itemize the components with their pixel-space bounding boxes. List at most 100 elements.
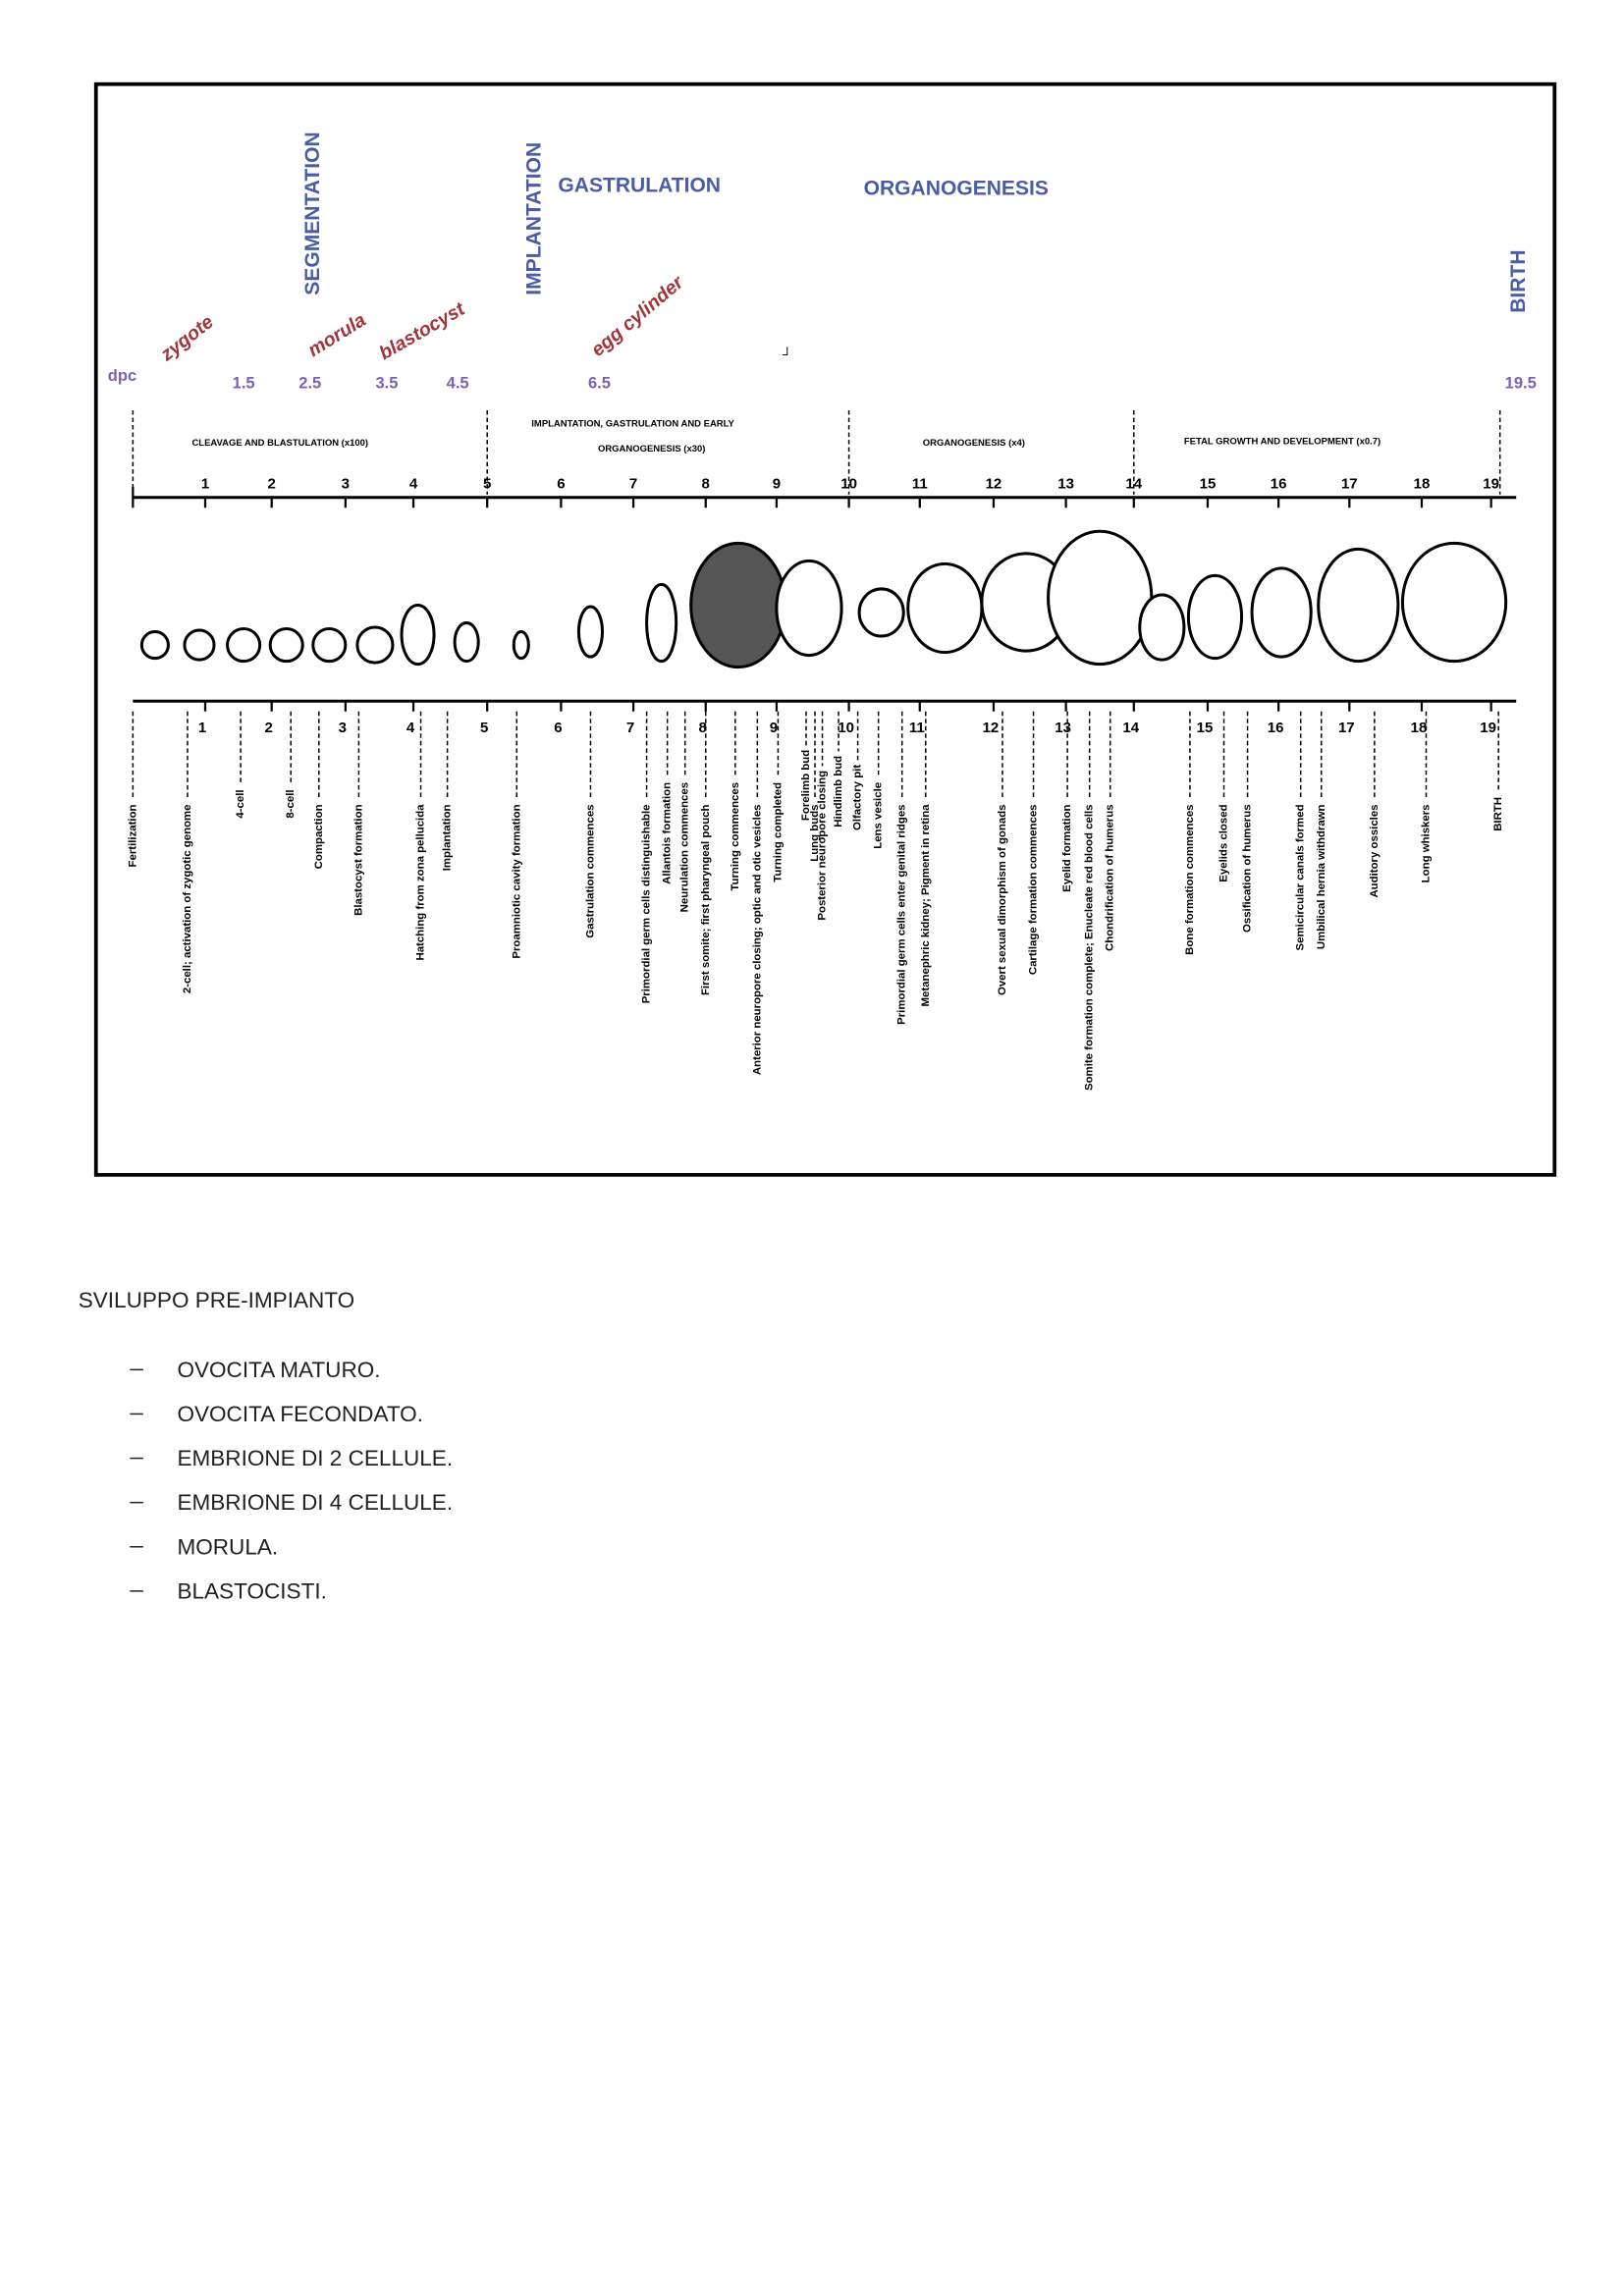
day-label: 2	[268, 476, 276, 493]
event-label: Bone formation commences	[1184, 804, 1196, 954]
header: BIRTH	[1507, 249, 1530, 312]
event-label: Lung buds	[809, 804, 821, 861]
list-item: MORULA.	[177, 1534, 278, 1559]
day-label: 2	[264, 720, 272, 736]
event-label: Proamniotic cavity formation	[511, 804, 522, 958]
event-label: Metanephric kidney; Pigment in retina	[920, 804, 932, 1007]
event-label: Somite formation complete; Enucleate red…	[1084, 804, 1096, 1091]
day-label: 6	[554, 720, 562, 736]
day-label: 4	[409, 476, 418, 493]
event-label: First somite; first pharyngeal pouch	[700, 804, 712, 995]
list-item: BLASTOCISTI.	[177, 1578, 326, 1603]
day-label: 16	[1271, 476, 1287, 493]
day-label: 8	[702, 476, 710, 493]
event-label: Auditory ossicles	[1369, 804, 1380, 897]
phase: FETAL GROWTH AND DEVELOPMENT (x0.7)	[1184, 437, 1380, 448]
event-label: Overt sexual dimorphism of gonads	[997, 804, 1008, 995]
day-label: 9	[770, 720, 778, 736]
event-label: Anterior neuropore closing; optic and ot…	[751, 804, 763, 1075]
event-label: Turning completed	[772, 782, 784, 882]
list-item: OVOCITA MATURO.	[177, 1358, 380, 1382]
day-label: 7	[629, 476, 637, 493]
day-label: 8	[699, 720, 707, 736]
event-label: Posterior neuropore closing	[817, 771, 829, 921]
event-label: Umbilical hernia withdrawn	[1316, 804, 1327, 949]
day-label: 5	[480, 720, 488, 736]
event-label: Primordial germ cells enter genital ridg…	[896, 804, 908, 1024]
phase: ORGANOGENESIS (x4)	[923, 438, 1025, 449]
day-label: 10	[838, 720, 854, 736]
day-label: 17	[1341, 476, 1358, 493]
day-label: 3	[339, 720, 347, 736]
day-label: 12	[986, 476, 1002, 493]
event-label: Eyelid formation	[1061, 804, 1073, 891]
day-label: 6	[557, 476, 565, 493]
list-item: OVOCITA FECONDATO.	[177, 1402, 423, 1426]
event-label: Implantation	[442, 804, 454, 871]
event-label: Forelimb bud	[800, 750, 812, 821]
dpc-value: 3.5	[375, 373, 398, 392]
list-item: EMBRIONE DI 4 CELLULE.	[177, 1490, 453, 1515]
event-label: Ossification of humerus	[1242, 804, 1254, 933]
event-label: Fertilization	[127, 804, 138, 867]
header: GASTRULATION	[558, 174, 721, 196]
event-label: Cartilage formation commences	[1028, 804, 1040, 975]
day-label: 13	[1055, 720, 1071, 736]
event-label: Hatching from zona pellucida	[415, 804, 427, 961]
event-label: Eyelids closed	[1218, 804, 1230, 881]
day-label: 14	[1125, 476, 1142, 493]
phase: ORGANOGENESIS (x30)	[598, 444, 705, 454]
day-label: 18	[1411, 720, 1428, 736]
day-label: 1	[198, 720, 206, 736]
header: ORGANOGENESIS	[864, 177, 1049, 199]
day-label: 19	[1480, 720, 1496, 736]
day-label: 13	[1057, 476, 1074, 493]
day-label: 10	[840, 476, 857, 493]
event-label: 2-cell; activation of zygotic genome	[182, 804, 193, 993]
phase: IMPLANTATION, GASTRULATION AND EARLY	[531, 419, 734, 430]
event-label: Neurulation commences	[679, 782, 691, 912]
day-label: 16	[1268, 720, 1284, 736]
list-item: EMBRIONE DI 2 CELLULE.	[177, 1446, 453, 1470]
day-label: 9	[773, 476, 781, 493]
event-label: Primordial germ cells distinguishable	[641, 804, 653, 1003]
dpc-value: 2.5	[298, 373, 321, 392]
day-label: 17	[1338, 720, 1355, 736]
dpc-value: 19.5	[1505, 373, 1537, 392]
day-label: 14	[1122, 720, 1139, 736]
day-label: 1	[201, 476, 209, 493]
event-label: Semicircular canals formed	[1295, 804, 1307, 950]
section-heading: SVILUPPO PRE-IMPIANTO	[79, 1288, 354, 1312]
event-label: 8-cell	[285, 789, 297, 818]
day-label: 7	[626, 720, 634, 736]
day-label: 3	[342, 476, 350, 493]
day-label: 19	[1483, 476, 1499, 493]
event-label: Olfactory pit	[852, 765, 864, 830]
dpc-value: 1.5	[233, 373, 255, 392]
event-label: Lens vesicle	[873, 782, 885, 849]
day-label: 12	[983, 720, 1000, 736]
event-label: Long whiskers	[1421, 804, 1433, 882]
day-label: 15	[1200, 476, 1217, 493]
event-label: Gastrulation commences	[584, 804, 596, 937]
event-label: Allantois formation	[662, 782, 674, 884]
day-label: 18	[1414, 476, 1431, 493]
day-label: 5	[483, 476, 491, 493]
header: SEGMENTATION	[301, 132, 324, 294]
dpc-value: 4.5	[447, 373, 469, 392]
day-label: 15	[1197, 720, 1214, 736]
dpc-value: 6.5	[588, 373, 611, 392]
dpc-label: dpc	[108, 366, 136, 385]
event-label: Turning commences	[730, 782, 741, 891]
day-label: 11	[909, 720, 925, 736]
phase: CLEAVAGE AND BLASTULATION (x100)	[191, 438, 368, 449]
mark: ┘	[782, 346, 792, 361]
event-label: Hindlimb bud	[833, 756, 844, 828]
event-label: 4-cell	[235, 789, 246, 818]
event-label: Chondrification of humerus	[1105, 804, 1116, 951]
header: IMPLANTATION	[522, 142, 545, 295]
embryo-drawings	[139, 529, 1508, 669]
day-label: 4	[406, 720, 415, 736]
